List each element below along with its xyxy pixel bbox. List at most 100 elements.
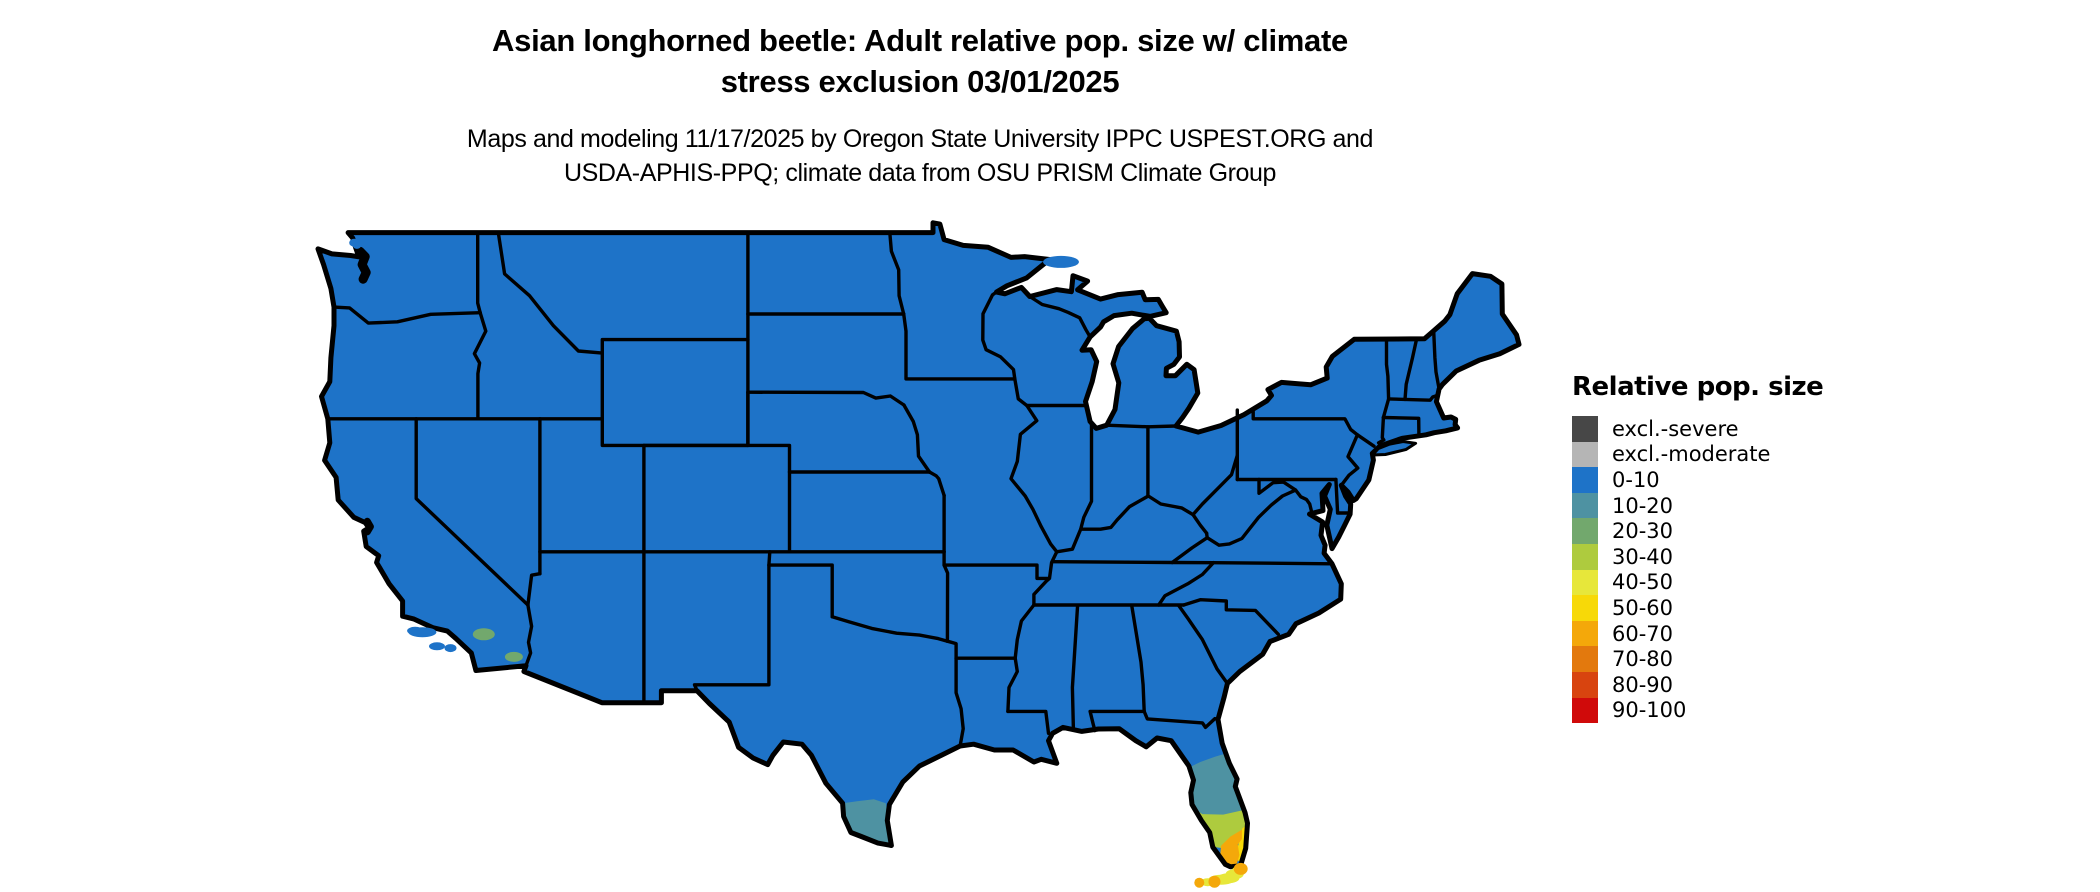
channel-islands-2 [429,642,445,651]
state-border-50 [1088,709,1146,733]
san-francisco-bay [363,517,374,536]
legend-swatch-v0_10 [1572,467,1598,493]
puget-sound [355,246,371,284]
state-border-59 [1334,477,1353,515]
legend-swatch-v80_90 [1572,671,1598,698]
us-coastline [315,220,1522,870]
state-border-51 [1142,709,1220,730]
legend-swatch-excl_severe [1572,416,1598,442]
legend: Relative pop. size excl.-severe excl.-mod… [1572,372,1824,724]
state-border-64 [1376,415,1386,445]
legend-row-v40_50: 40-50 [1572,569,1823,596]
legend-label-v40_50: 40-50 [1612,570,1674,595]
subtitle-line1: Maps and modeling 11/17/2025 by Oregon S… [466,125,1374,153]
legend-row-v90_100: 90-100 [1572,697,1823,724]
state-border-33 [1079,423,1094,531]
southern-california-desert-spots-1 [504,651,523,662]
state-border-58 [1205,488,1298,547]
state-border-47 [1182,598,1280,636]
legend-row-v0_10: 0-10 [1572,467,1823,493]
state-borders [326,230,1441,748]
state-border-28 [902,312,1017,381]
legend-swatch-v70_80 [1572,646,1598,672]
state-border-40 [1006,550,1059,714]
legend-label-v20_30: 20-30 [1612,519,1674,544]
legend-swatch-v10_20 [1572,492,1598,519]
florida-keys-spots-2 [1233,862,1248,875]
legend-swatch-v60_70 [1572,620,1598,647]
state-border-19 [945,639,965,748]
legend-row-v20_30: 20-30 [1572,518,1823,544]
state-border-13 [642,443,792,554]
state-border-39 [1050,560,1334,566]
isle-royale-0 [1043,255,1079,268]
legend-row-v30_40: 30-40 [1572,543,1823,570]
legend-row-v80_90: 80-90 [1572,671,1823,698]
state-border-49 [1130,603,1146,714]
legend-label-v80_90: 80-90 [1612,672,1674,697]
state-border-30 [981,290,1017,381]
long-island [1371,440,1418,457]
legend-label-v50_60: 50-60 [1612,595,1674,620]
state-border-16 [692,550,772,693]
state-border-8 [496,230,604,355]
florida-keys-spots-0 [1194,877,1205,888]
legend-title: Relative pop. size [1572,372,1824,402]
state-border-38 [1028,294,1092,339]
state-border-5 [522,603,534,674]
state-border-29 [888,230,906,316]
state-border-1 [476,230,482,315]
state-border-17 [767,563,834,619]
legend-label-v10_20: 10-20 [1612,493,1674,518]
legend-swatch-excl_moderate [1572,441,1598,468]
state-border-44 [1070,603,1080,732]
state-border-60 [1381,337,1391,420]
state-border-62 [1386,394,1439,402]
state-border-0 [332,305,482,325]
state-border-57 [1257,477,1325,524]
state-border-31 [1009,377,1059,554]
state-border-54 [1191,453,1239,517]
san-juan-islands-1 [352,242,361,249]
legend-swatch-v90_100 [1572,697,1598,724]
zone-far-south-florida [1220,829,1242,866]
legend-row-v50_60: 50-60 [1572,595,1823,621]
state-border-37 [1105,423,1178,429]
legend-label-v70_80: 70-80 [1612,647,1674,672]
title-line1: Asian longhorned beetle: Adult relative … [492,23,1348,58]
title-line2: stress exclusion 03/01/2025 [720,64,1120,99]
state-border-61 [1403,337,1419,402]
legend-label-v30_40: 30-40 [1612,544,1674,569]
legend-row-v60_70: 60-70 [1572,620,1823,647]
legend-items: excl.-severe excl.-moderate 0-10 10-20 20-30… [1572,416,1823,724]
state-border-35 [1170,531,1209,565]
legend-row-v10_20: 10-20 [1572,492,1823,519]
legend-swatch-v40_50 [1572,569,1598,596]
page-title: Asian longhorned beetle: Adult relative … [0,20,1840,102]
state-border-24 [746,390,906,407]
channel-islands-3 [444,644,457,653]
state-border-43 [1006,709,1051,735]
state-border-25 [902,403,932,474]
state-border-41 [942,563,1051,581]
page-subtitle: Maps and modeling 11/17/2025 by Oregon S… [0,122,1840,190]
legend-swatch-v50_60 [1572,595,1598,621]
legend-label-v90_100: 90-100 [1612,698,1687,723]
state-border-63 [1381,415,1421,436]
legend-label-v60_70: 60-70 [1612,621,1674,646]
state-border-7 [526,572,542,607]
state-border-18 [830,615,950,643]
channel-islands-1 [408,627,437,638]
state-border-20 [942,550,950,643]
legend-row-excl_severe: excl.-severe [1572,416,1823,442]
legend-row-v70_80: 70-80 [1572,646,1823,672]
state-border-46 [1157,561,1216,607]
us-landmass [318,222,1519,867]
state-border-48 [1176,603,1230,686]
state-border-2 [472,311,488,421]
legend-row-excl_moderate: excl.-moderate [1572,441,1823,468]
state-border-56 [1355,433,1376,448]
legend-label-excl_severe: excl.-severe [1612,416,1739,441]
legend-label-excl_moderate: excl.-moderate [1612,442,1771,467]
